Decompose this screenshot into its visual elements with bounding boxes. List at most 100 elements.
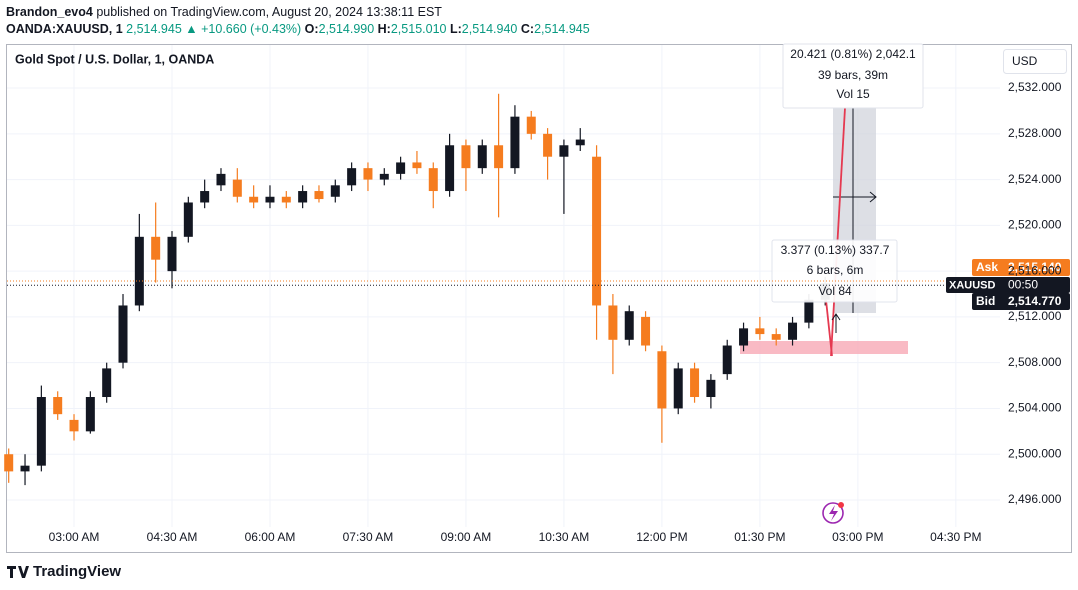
measure-text: 3.377 (0.13%) 337.7 [781, 243, 890, 257]
currency-button[interactable] [1003, 49, 1067, 74]
x-tick-label: 12:00 PM [636, 530, 687, 544]
price-labels: Ask 2,515.140 Bid 2,514.770 XAUUSD 00:50 [7, 259, 1070, 310]
x-tick-label: 04:30 AM [147, 530, 198, 544]
candle-body [559, 145, 569, 157]
candle-body [624, 311, 634, 340]
measure-text: 39 bars, 39m [818, 68, 888, 82]
candle-body [755, 328, 765, 335]
candle-body [330, 185, 340, 197]
measure-text: Vol 84 [818, 284, 852, 298]
x-tick-label: 01:30 PM [734, 530, 785, 544]
candle-body [494, 145, 504, 169]
ohlc-value: 2,514.945 [534, 22, 590, 36]
candle-body [543, 133, 553, 157]
candle-body [183, 202, 193, 237]
candle-body [592, 156, 602, 306]
candle-body [412, 162, 422, 169]
measure-text: Vol 15 [836, 87, 870, 101]
byline-text: published on TradingView.com, August 20,… [96, 5, 442, 19]
candle-body [804, 299, 814, 323]
brand[interactable]: TradingView [7, 563, 121, 580]
candle-body [657, 351, 667, 409]
candle-body [526, 116, 536, 134]
candle-body [347, 168, 357, 186]
byline: Brandon_evo4 published on TradingView.co… [6, 5, 442, 19]
bid-label: Bid [976, 294, 995, 308]
chart-title: Gold Spot / U.S. Dollar, 1, OANDA [15, 52, 214, 66]
candle-body [673, 368, 683, 409]
candle-body [167, 236, 177, 272]
candle-body [461, 145, 471, 169]
y-tick-label: 2,512.000 [1008, 309, 1062, 323]
candle-body [363, 168, 373, 180]
candle-body [575, 139, 585, 146]
candle-body [739, 328, 749, 346]
x-tick-label: 10:30 AM [539, 530, 590, 544]
ohlc-key: H: [377, 22, 391, 36]
candle-body [53, 397, 63, 415]
x-tick-label: 03:00 PM [832, 530, 883, 544]
chart-frame [6, 44, 1072, 553]
candle-body [641, 316, 651, 346]
drawn-line [830, 107, 846, 357]
candle-body [706, 379, 716, 398]
bid-price: 2,514.770 [1008, 294, 1062, 308]
measure-box-bg [771, 239, 898, 303]
brand-logo [7, 566, 29, 578]
author[interactable]: Brandon_evo4 [6, 5, 93, 19]
y-tick-label: 2,532.000 [1008, 80, 1062, 94]
currency[interactable]: USD [1012, 54, 1038, 68]
ohlc-value: 2,515.010 [390, 22, 447, 36]
candle-body [477, 145, 487, 169]
candle-body [722, 345, 732, 375]
candle-body [771, 334, 781, 340]
candle-body [396, 162, 406, 174]
brand-name: TradingView [33, 563, 121, 580]
x-tick-label: 03:00 AM [49, 530, 100, 544]
event-icon-bolt [829, 505, 838, 521]
ohlc-key: L: [449, 22, 462, 36]
candle-body [249, 196, 259, 203]
change: ▲ +10.660 (+0.43%) [185, 22, 302, 36]
measure-text: 20.421 (0.81%) 2,042.1 [790, 47, 916, 61]
candle-body [4, 454, 14, 472]
candle-body [281, 196, 291, 203]
y-tick-label: 2,528.000 [1008, 126, 1062, 140]
candles [4, 93, 830, 486]
candle-body [428, 168, 438, 192]
measure-arrow-head [831, 313, 841, 321]
candle-body [690, 368, 700, 398]
candle-body [102, 368, 112, 398]
y-tick-label: 2,508.000 [1008, 355, 1062, 369]
candle-body [20, 465, 30, 472]
quote-line: OANDA:XAUUSD, 1 2,514.945 ▲ +10.660 (+0.… [6, 22, 590, 36]
candle-body [232, 179, 242, 197]
ohlc-value: 2,514.990 [318, 22, 375, 36]
y-tick-label: 2,520.000 [1008, 218, 1062, 232]
candle-body [314, 191, 324, 200]
candle-body [379, 173, 389, 180]
symbol: OANDA:XAUUSD, 1 [6, 22, 123, 36]
drawn-line [825, 299, 833, 357]
x-tick-label: 04:30 PM [930, 530, 981, 544]
candle-body [445, 145, 455, 192]
y-tick-label: 2,524.000 [1008, 172, 1062, 186]
measure-box: 3.377 (0.13%) 337.7 6 bars, 6m Vol 84 [771, 239, 898, 303]
candle-body [510, 116, 520, 169]
event-dot [838, 502, 844, 508]
last-label-bg [946, 277, 1070, 293]
candle-body [134, 236, 144, 306]
candle-body [788, 322, 798, 340]
candle-body [85, 397, 95, 432]
candle-body [298, 191, 308, 203]
last-countdown: 00:50 [1008, 278, 1038, 292]
last-price: 2,514.945 [126, 22, 182, 36]
candle-body [118, 305, 128, 363]
candle-body [216, 173, 226, 186]
candle-body [608, 305, 618, 340]
candle-body [265, 196, 275, 203]
candle-body [200, 191, 210, 203]
x-tick-label: 09:00 AM [441, 530, 492, 544]
y-tick-label: 2,504.000 [1008, 401, 1062, 415]
